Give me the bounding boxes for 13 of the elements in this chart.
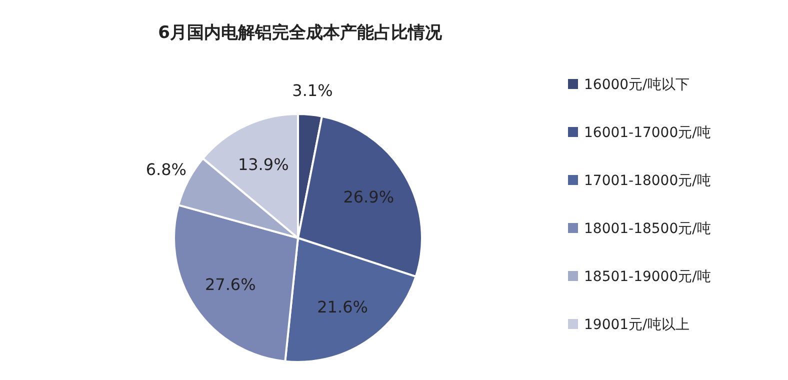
data-label: 13.9% [238,154,289,174]
data-label: 27.6% [205,275,256,294]
data-label: 3.1% [292,80,333,100]
chart-title: 6月国内电解铝完全成本产能占比情况 [158,23,443,43]
legend-label: 17001-18000元/吨 [584,173,711,189]
data-label: 6.8% [146,160,187,179]
legend-label: 18001-18500元/吨 [584,221,711,237]
legend-label: 18501-19000元/吨 [584,269,711,285]
data-label: 21.6% [317,298,368,317]
data-label: 26.9% [343,188,394,207]
legend-label: 19001元/吨以上 [584,317,690,333]
legend-label: 16001-17000元/吨 [584,125,711,141]
legend-label: 16000元/吨以下 [584,77,690,93]
